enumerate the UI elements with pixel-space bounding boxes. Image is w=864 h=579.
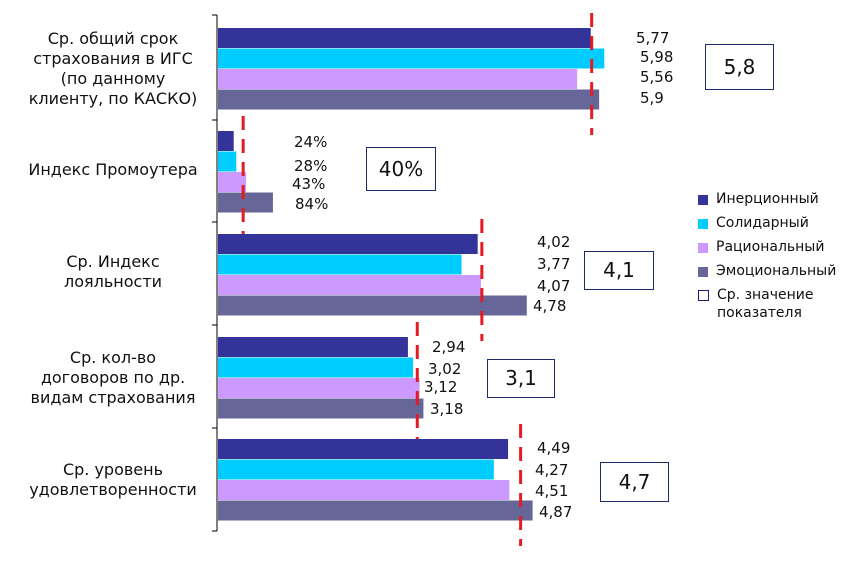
category-label: Ср. Индекс лояльности (63, 252, 163, 291)
data-label: 5,56 (640, 68, 674, 86)
bar (218, 234, 478, 254)
category-label: Ср. кол-во договоров по др. видам страхо… (30, 348, 196, 407)
average-value-box: 40% (366, 147, 436, 191)
legend-item-average: Ср. значение показателя (695, 286, 860, 330)
data-label: 4,07 (537, 277, 571, 295)
bar (218, 69, 578, 89)
legend-swatch (698, 219, 708, 229)
data-label: 3,02 (428, 360, 462, 378)
bar (218, 28, 591, 48)
data-label: 2,94 (432, 338, 466, 356)
legend-swatch (698, 243, 708, 253)
bar (218, 254, 462, 275)
bar (218, 275, 481, 295)
legend-swatch (698, 195, 708, 205)
data-label: 5,77 (636, 29, 670, 47)
category-label: Индекс Промоутера (28, 160, 198, 179)
data-label: 43% (292, 175, 326, 193)
bar (218, 480, 510, 500)
average-value-box: 5,8 (705, 44, 774, 90)
bar (218, 89, 600, 110)
legend-average-box (698, 290, 709, 301)
data-label: 3,77 (537, 255, 571, 273)
bar (218, 500, 533, 521)
bar (218, 48, 605, 69)
bar (218, 192, 273, 213)
legend-label: Эмоциональный (716, 263, 837, 279)
legend: Инерционный Солидарный Рациональный Эмоц… (695, 190, 860, 330)
data-label: 28% (294, 157, 328, 175)
legend-item-emotional: Эмоциональный (695, 262, 860, 286)
bar (218, 172, 247, 192)
bar (218, 378, 420, 398)
data-label: 4,87 (539, 503, 573, 521)
legend-label: Ср. значение показателя (717, 287, 814, 321)
data-label: 5,9 (640, 89, 664, 107)
legend-item-inertial: Инерционный (695, 190, 860, 214)
bar (218, 151, 237, 172)
data-label: 4,51 (535, 482, 569, 500)
data-label: 24% (294, 133, 328, 151)
data-label: 4,27 (535, 461, 569, 479)
bar (218, 337, 408, 357)
legend-item-solidary: Солидарный (695, 214, 860, 238)
category-label: Ср. общий срок страхования в ИГС (по дан… (28, 29, 198, 108)
average-value-box: 4,1 (584, 251, 654, 290)
data-label: 3,12 (424, 378, 458, 396)
data-label: 3,18 (430, 400, 464, 418)
bar (218, 295, 527, 316)
bar (218, 131, 234, 151)
data-label: 5,98 (640, 48, 674, 66)
data-label: 4,02 (537, 233, 571, 251)
legend-label: Инерционный (716, 191, 819, 207)
bar (218, 459, 494, 480)
legend-label: Рациональный (716, 239, 825, 255)
bar (218, 398, 424, 419)
average-value-box: 3,1 (487, 359, 555, 398)
bar (218, 439, 509, 459)
data-label: 4,49 (537, 439, 571, 457)
data-label: 84% (295, 195, 329, 213)
bar (218, 357, 414, 378)
average-value-box: 4,7 (600, 462, 669, 502)
category-label: Ср. уровень удовлетворенности (29, 460, 197, 499)
legend-label: Солидарный (716, 215, 809, 231)
legend-item-rational: Рациональный (695, 238, 860, 262)
legend-swatch (698, 267, 708, 277)
data-label: 4,78 (533, 297, 567, 315)
